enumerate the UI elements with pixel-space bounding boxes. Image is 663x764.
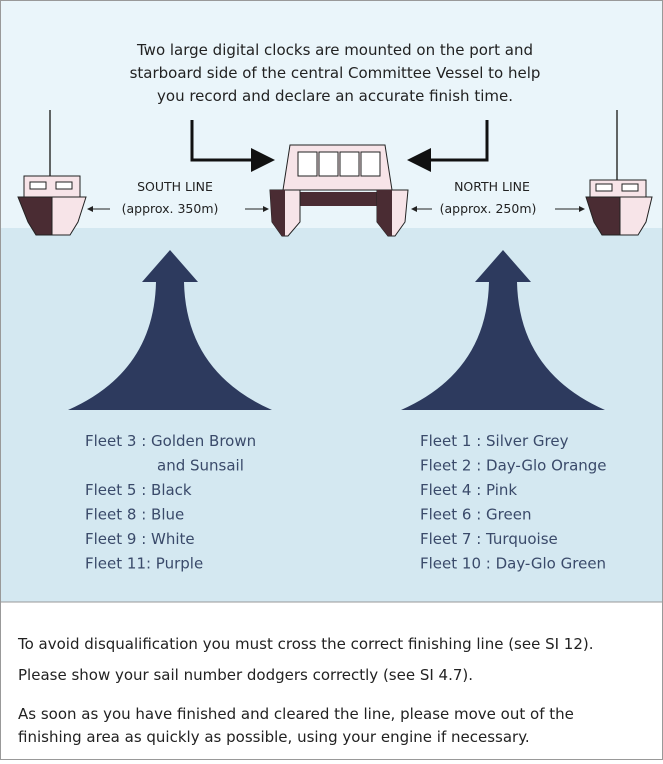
fleet-item: Fleet 9 : White xyxy=(85,530,195,548)
fleet-item: Fleet 2 : Day-Glo Orange xyxy=(420,457,607,475)
fleet-item: Fleet 10 : Day-Glo Green xyxy=(420,555,606,573)
line-distance: (approx. 350m) xyxy=(122,201,219,216)
caption: starboard side of the central Committee … xyxy=(130,64,541,82)
line-distance: (approx. 250m) xyxy=(440,201,537,216)
diagram: Two large digital clocks are mounted on … xyxy=(0,0,663,760)
fleet-item: Fleet 6 : Green xyxy=(420,506,531,524)
note: To avoid disqualification you must cross… xyxy=(17,635,594,653)
fleet-item: Fleet 8 : Blue xyxy=(85,506,184,524)
line-label: SOUTH LINE xyxy=(137,179,213,194)
caption: Two large digital clocks are mounted on … xyxy=(136,41,533,59)
fleet-item: Fleet 7 : Turquoise xyxy=(420,530,558,548)
fleet-item: Fleet 4 : Pink xyxy=(420,481,517,499)
caption: you record and declare an accurate finis… xyxy=(157,87,513,105)
fleet-item: Fleet 11: Purple xyxy=(85,555,203,573)
note: As soon as you have finished and cleared… xyxy=(18,705,574,723)
fleet-item: Fleet 3 : Golden Brown xyxy=(85,432,256,450)
fleet-item: Fleet 1 : Silver Grey xyxy=(420,432,569,450)
note: Please show your sail number dodgers cor… xyxy=(18,666,473,684)
line-label: NORTH LINE xyxy=(454,179,530,194)
fleet-item: Fleet 5 : Black xyxy=(85,481,192,499)
fleet-item: and Sunsail xyxy=(157,457,244,475)
note: finishing area as quickly as possible, u… xyxy=(18,728,530,746)
